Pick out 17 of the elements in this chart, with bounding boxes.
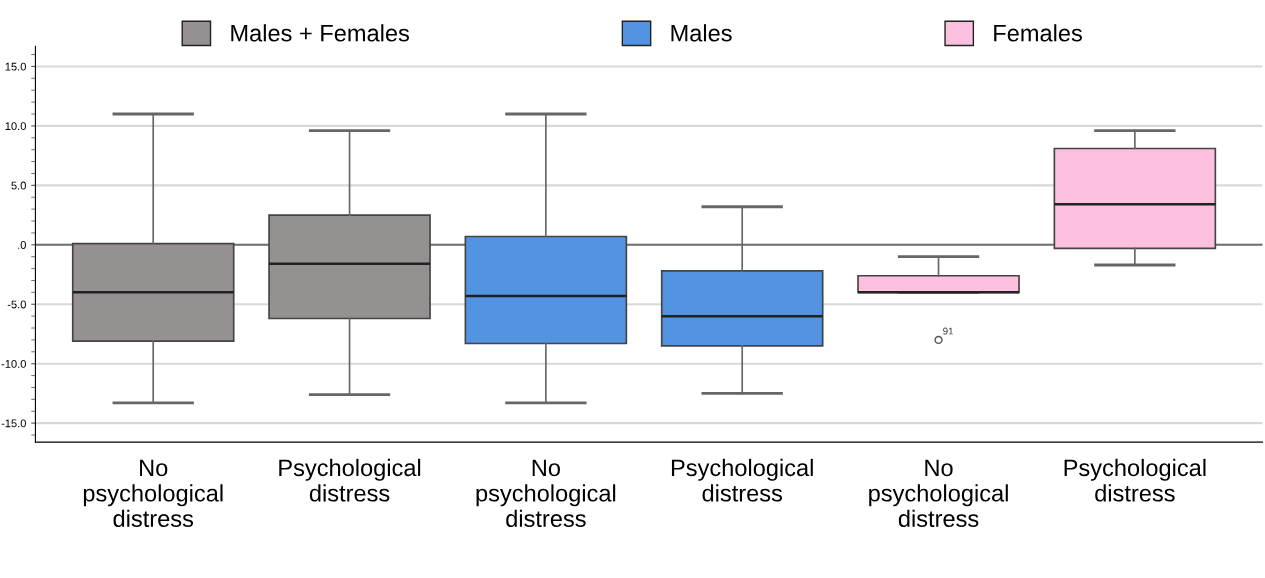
x-tick-label: Psychological distress	[279, 458, 421, 502]
x-tick-label: Psychological distress	[1064, 458, 1206, 502]
legend-label: Females	[994, 24, 1082, 42]
annotation: 91	[943, 327, 954, 335]
y-tick-label: 5.0	[11, 181, 26, 190]
y-tick-label: -15.0	[1, 419, 26, 428]
x-tick-label: No psychological distress	[83, 459, 223, 528]
x-tick-label: No psychological distress	[476, 459, 616, 528]
legend-label: Males + Females	[231, 24, 409, 42]
y-tick-label: -10.0	[1, 359, 26, 368]
legend-label: Males	[671, 24, 732, 42]
y-tick-label: 15.0	[5, 62, 26, 71]
y-tick-label: -5.0	[7, 300, 26, 309]
x-tick-label: No psychological distress	[869, 459, 1008, 528]
y-tick-label: 10.0	[5, 122, 26, 131]
y-tick-label: .0	[18, 241, 26, 249]
x-tick-label: Psychological distress	[671, 458, 813, 502]
